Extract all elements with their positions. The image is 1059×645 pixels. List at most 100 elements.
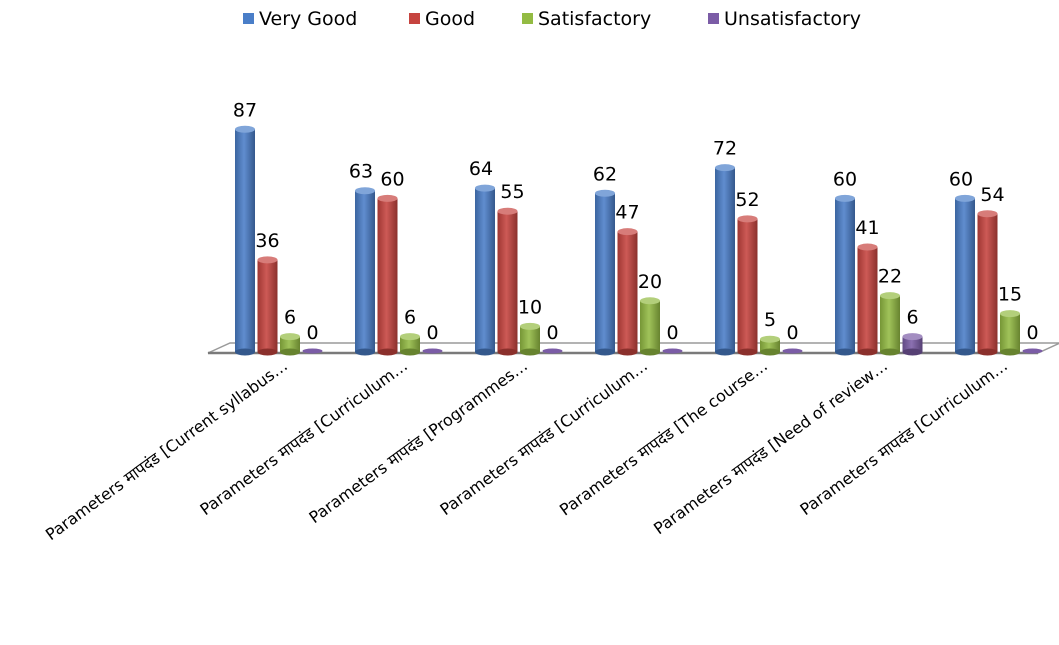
legend-label-unsatisfactory: Unsatisfactory: [724, 8, 861, 30]
bar-satisfactory-7: [1000, 310, 1020, 356]
bar-satisfactory-5-body: [760, 339, 780, 352]
data-label-very-good-4: 62: [593, 163, 617, 185]
bar-unsatisfactory-7-disc: [1022, 348, 1043, 354]
bar-very-good-2-bottom: [355, 348, 375, 356]
bar-very-good-1: [235, 125, 255, 356]
bar-good-1: [257, 256, 278, 356]
data-label-satisfactory-6: 22: [878, 266, 902, 288]
bar-good-2-bottom: [377, 348, 398, 356]
bar-satisfactory-5-top: [760, 335, 780, 343]
bar-good-4-top: [617, 228, 638, 236]
bar-satisfactory-2-body: [400, 336, 420, 352]
x-tick-label-7: Parameters मापदंड [Curriculum…: [796, 356, 1011, 519]
bar-very-good-2-body: [355, 190, 375, 352]
bar-unsatisfactory-6-top: [902, 333, 923, 341]
bar-satisfactory-7-body: [1000, 313, 1020, 352]
data-label-good-1: 36: [255, 230, 279, 252]
data-label-satisfactory-3: 10: [518, 296, 542, 318]
data-label-very-good-2: 63: [349, 161, 373, 183]
bar-satisfactory-4-top: [640, 297, 660, 305]
bar-satisfactory-5: [760, 335, 780, 356]
data-label-unsatisfactory-2: 0: [426, 322, 438, 344]
bar-good-6: [857, 243, 878, 356]
bar-satisfactory-6: [880, 292, 900, 356]
data-label-unsatisfactory-4: 0: [666, 322, 678, 344]
data-label-unsatisfactory-6: 6: [906, 307, 918, 329]
bar-good-1-body: [257, 259, 278, 352]
bar-unsatisfactory-6-bottom: [902, 348, 923, 356]
bar-satisfactory-1-top: [280, 333, 300, 341]
bar-good-3-top: [497, 207, 518, 215]
bar-very-good-3-body: [475, 188, 495, 352]
bar-good-5: [737, 215, 758, 356]
bar-satisfactory-6-body: [880, 295, 900, 352]
x-tick-label-6: Parameters मापदंड [Need of review…: [650, 356, 891, 538]
data-label-unsatisfactory-1: 0: [306, 322, 318, 344]
x-tick-label-5: Parameters मापदंड [The course…: [556, 356, 771, 520]
bar-good-1-top: [257, 256, 278, 264]
data-label-good-4: 47: [615, 202, 639, 224]
bar-very-good-7-top: [955, 194, 975, 202]
bar-good-1-bottom: [257, 348, 278, 356]
bar-unsatisfactory-6-body: [902, 336, 923, 352]
bar-unsatisfactory-2: [422, 348, 443, 354]
legend-swatch-satisfactory: [522, 13, 533, 24]
bar-satisfactory-7-bottom: [1000, 348, 1020, 356]
data-label-good-5: 52: [735, 189, 759, 211]
data-label-good-2: 60: [380, 168, 404, 190]
legend: Very Good Good Satisfactory Unsatisfactory: [243, 8, 861, 30]
bar-satisfactory-3-body: [520, 326, 540, 352]
data-label-unsatisfactory-5: 0: [786, 322, 798, 344]
bar-satisfactory-6-top: [880, 292, 900, 300]
data-label-very-good-3: 64: [469, 158, 493, 180]
bar-satisfactory-4: [640, 297, 660, 356]
legend-swatch-unsatisfactory: [708, 13, 719, 24]
legend-label-very-good: Very Good: [259, 8, 357, 30]
x-tick-label-2: Parameters मापदंड [Curriculum…: [196, 356, 411, 519]
bar-good-7-bottom: [977, 348, 998, 356]
bar-satisfactory-7-top: [1000, 310, 1020, 318]
bar-very-good-7: [955, 194, 975, 356]
bar-very-good-7-bottom: [955, 348, 975, 356]
bar-satisfactory-6-bottom: [880, 348, 900, 356]
bar-very-good-1-top: [235, 125, 255, 133]
bar-satisfactory-1: [280, 333, 300, 356]
x-tick-label-4: Parameters मापदंड [Curriculum…: [436, 356, 651, 519]
data-label-satisfactory-4: 20: [638, 271, 662, 293]
bar-good-5-bottom: [737, 348, 758, 356]
x-tick-label-3: Parameters मापदंड [Programmes…: [305, 356, 531, 527]
bar-very-good-7-body: [955, 198, 975, 352]
bar-unsatisfactory-2-disc: [422, 348, 443, 354]
bar-very-good-6-bottom: [835, 348, 855, 356]
bar-satisfactory-2-bottom: [400, 348, 420, 356]
bar-satisfactory-2-top: [400, 333, 420, 341]
bar-good-6-bottom: [857, 348, 878, 356]
bar-satisfactory-1-bottom: [280, 348, 300, 356]
legend-swatch-very-good: [243, 13, 254, 24]
bar-satisfactory-5-bottom: [760, 348, 780, 356]
bar-very-good-6-body: [835, 198, 855, 352]
bar-very-good-6: [835, 194, 855, 356]
bar-good-3: [497, 207, 518, 356]
bar-satisfactory-3-bottom: [520, 348, 540, 356]
bar-very-good-5: [715, 164, 735, 356]
bar-unsatisfactory-5-disc: [782, 348, 803, 354]
bar-good-7: [977, 210, 998, 356]
bar-very-good-4-top: [595, 189, 615, 197]
bar-unsatisfactory-4-disc: [662, 348, 683, 354]
bar-good-6-top: [857, 243, 878, 251]
bar-satisfactory-4-bottom: [640, 348, 660, 356]
bar-very-good-4-body: [595, 193, 615, 352]
data-label-satisfactory-2: 6: [404, 307, 416, 329]
bar-good-5-body: [737, 218, 758, 352]
legend-label-satisfactory: Satisfactory: [538, 8, 651, 30]
bar-unsatisfactory-5: [782, 348, 803, 354]
bar-very-good-1-body: [235, 129, 255, 352]
data-label-unsatisfactory-3: 0: [546, 322, 558, 344]
bar-very-good-4-bottom: [595, 348, 615, 356]
data-label-very-good-5: 72: [713, 138, 737, 160]
bar-good-6-body: [857, 247, 878, 352]
bar-very-good-3-top: [475, 184, 495, 192]
